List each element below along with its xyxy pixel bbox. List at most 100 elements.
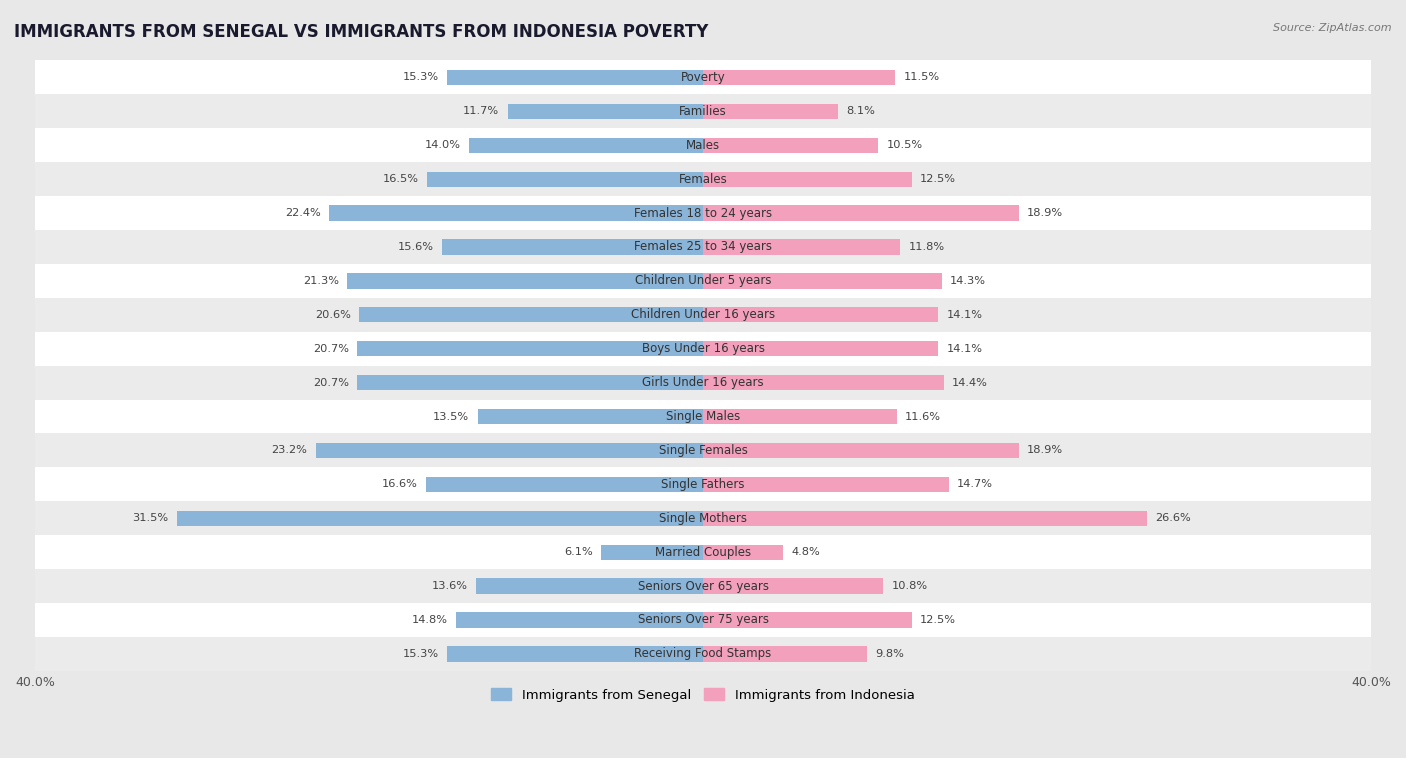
Text: 10.5%: 10.5%: [887, 140, 922, 150]
Bar: [35, 332, 1371, 365]
Legend: Immigrants from Senegal, Immigrants from Indonesia: Immigrants from Senegal, Immigrants from…: [486, 683, 920, 707]
Text: 14.8%: 14.8%: [412, 615, 447, 625]
Bar: [456, 612, 703, 628]
Bar: [347, 273, 703, 289]
Bar: [35, 468, 1371, 501]
Bar: [478, 409, 703, 424]
Bar: [35, 95, 1371, 128]
Bar: [703, 205, 1019, 221]
Bar: [703, 443, 1019, 458]
Bar: [329, 205, 703, 221]
Bar: [703, 240, 900, 255]
Bar: [703, 477, 949, 492]
Bar: [359, 307, 703, 322]
Text: Girls Under 16 years: Girls Under 16 years: [643, 376, 763, 389]
Bar: [703, 511, 1147, 526]
Text: 8.1%: 8.1%: [846, 106, 876, 116]
Bar: [443, 240, 703, 255]
Bar: [602, 544, 703, 560]
Bar: [35, 603, 1371, 637]
Bar: [703, 612, 911, 628]
Text: Females 18 to 24 years: Females 18 to 24 years: [634, 207, 772, 220]
Bar: [703, 104, 838, 119]
Text: Seniors Over 75 years: Seniors Over 75 years: [637, 613, 769, 626]
Text: 15.3%: 15.3%: [404, 649, 439, 659]
Bar: [426, 477, 703, 492]
Bar: [475, 578, 703, 594]
Bar: [35, 128, 1371, 162]
Text: Single Females: Single Females: [658, 444, 748, 457]
Bar: [447, 70, 703, 85]
Bar: [508, 104, 703, 119]
Text: Source: ZipAtlas.com: Source: ZipAtlas.com: [1274, 23, 1392, 33]
Bar: [177, 511, 703, 526]
Text: 23.2%: 23.2%: [271, 446, 307, 456]
Text: 11.7%: 11.7%: [463, 106, 499, 116]
Bar: [35, 569, 1371, 603]
Bar: [703, 578, 883, 594]
Bar: [315, 443, 703, 458]
Bar: [703, 647, 866, 662]
Text: 10.8%: 10.8%: [891, 581, 928, 591]
Text: Boys Under 16 years: Boys Under 16 years: [641, 342, 765, 356]
Text: 13.5%: 13.5%: [433, 412, 470, 421]
Bar: [35, 637, 1371, 671]
Bar: [470, 138, 703, 153]
Text: Families: Families: [679, 105, 727, 117]
Bar: [703, 375, 943, 390]
Bar: [703, 273, 942, 289]
Text: 16.5%: 16.5%: [382, 174, 419, 184]
Bar: [35, 61, 1371, 95]
Text: IMMIGRANTS FROM SENEGAL VS IMMIGRANTS FROM INDONESIA POVERTY: IMMIGRANTS FROM SENEGAL VS IMMIGRANTS FR…: [14, 23, 709, 41]
Text: 14.3%: 14.3%: [950, 276, 986, 286]
Text: 14.4%: 14.4%: [952, 377, 988, 387]
Text: Single Males: Single Males: [666, 410, 740, 423]
Text: 22.4%: 22.4%: [285, 208, 321, 218]
Text: 31.5%: 31.5%: [132, 513, 169, 523]
Text: 20.7%: 20.7%: [314, 377, 349, 387]
Text: 9.8%: 9.8%: [875, 649, 904, 659]
Text: Females: Females: [679, 173, 727, 186]
Text: 6.1%: 6.1%: [564, 547, 593, 557]
Text: 14.0%: 14.0%: [425, 140, 461, 150]
Text: 18.9%: 18.9%: [1026, 446, 1063, 456]
Text: 15.6%: 15.6%: [398, 242, 434, 252]
Bar: [35, 230, 1371, 264]
Text: Poverty: Poverty: [681, 71, 725, 84]
Text: 15.3%: 15.3%: [404, 73, 439, 83]
Bar: [703, 70, 896, 85]
Bar: [703, 138, 879, 153]
Text: Children Under 16 years: Children Under 16 years: [631, 309, 775, 321]
Text: Females 25 to 34 years: Females 25 to 34 years: [634, 240, 772, 253]
Bar: [703, 544, 783, 560]
Text: Receiving Food Stamps: Receiving Food Stamps: [634, 647, 772, 660]
Text: 11.5%: 11.5%: [904, 73, 939, 83]
Bar: [35, 501, 1371, 535]
Bar: [447, 647, 703, 662]
Text: 4.8%: 4.8%: [792, 547, 820, 557]
Text: Children Under 5 years: Children Under 5 years: [634, 274, 772, 287]
Bar: [35, 365, 1371, 399]
Bar: [703, 341, 938, 356]
Bar: [35, 399, 1371, 434]
Text: Single Fathers: Single Fathers: [661, 478, 745, 491]
Text: Single Mothers: Single Mothers: [659, 512, 747, 525]
Bar: [35, 298, 1371, 332]
Text: 11.8%: 11.8%: [908, 242, 945, 252]
Text: Married Couples: Married Couples: [655, 546, 751, 559]
Bar: [703, 307, 938, 322]
Bar: [427, 171, 703, 186]
Bar: [35, 535, 1371, 569]
Bar: [35, 434, 1371, 468]
Bar: [357, 375, 703, 390]
Text: 14.1%: 14.1%: [946, 343, 983, 354]
Text: 18.9%: 18.9%: [1026, 208, 1063, 218]
Text: 21.3%: 21.3%: [302, 276, 339, 286]
Text: 11.6%: 11.6%: [905, 412, 941, 421]
Bar: [703, 171, 911, 186]
Text: 12.5%: 12.5%: [920, 174, 956, 184]
Bar: [357, 341, 703, 356]
Bar: [703, 409, 897, 424]
Bar: [35, 162, 1371, 196]
Text: 20.6%: 20.6%: [315, 310, 350, 320]
